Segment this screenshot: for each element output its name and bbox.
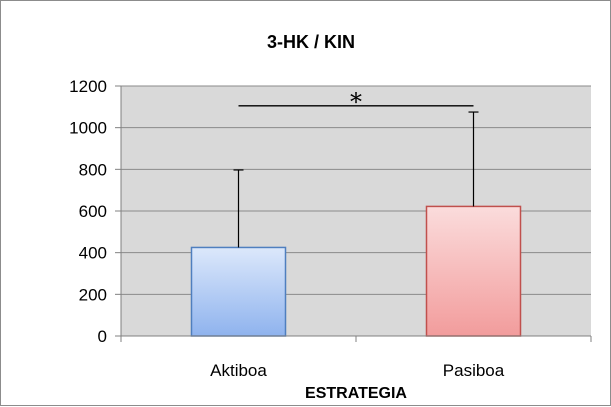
chart-title: 3-HK / KIN	[267, 32, 355, 52]
x-tick-label: Pasiboa	[443, 361, 505, 380]
y-tick-label: 200	[79, 285, 107, 304]
y-axis: 0 200 400 600 800 1000 1200	[69, 77, 122, 346]
significance-asterisk: *	[350, 88, 362, 116]
y-tick-label: 800	[79, 160, 107, 179]
y-tick-label: 0	[98, 327, 107, 346]
y-tick-label: 1000	[69, 119, 107, 138]
x-axis-title: ESTRATEGIA	[305, 385, 407, 402]
y-tick-label: 1200	[69, 77, 107, 96]
error-bars	[233, 111, 479, 248]
significance-marker: *	[238, 88, 474, 116]
bars	[190, 205, 522, 337]
bar-aktiboa	[190, 246, 287, 337]
y-tick-label: 400	[79, 244, 107, 263]
x-axis: Aktiboa Pasiboa	[120, 335, 592, 380]
x-tick-label: Aktiboa	[210, 361, 267, 380]
bar-pasiboa	[425, 205, 522, 337]
y-tick-label: 600	[79, 202, 107, 221]
